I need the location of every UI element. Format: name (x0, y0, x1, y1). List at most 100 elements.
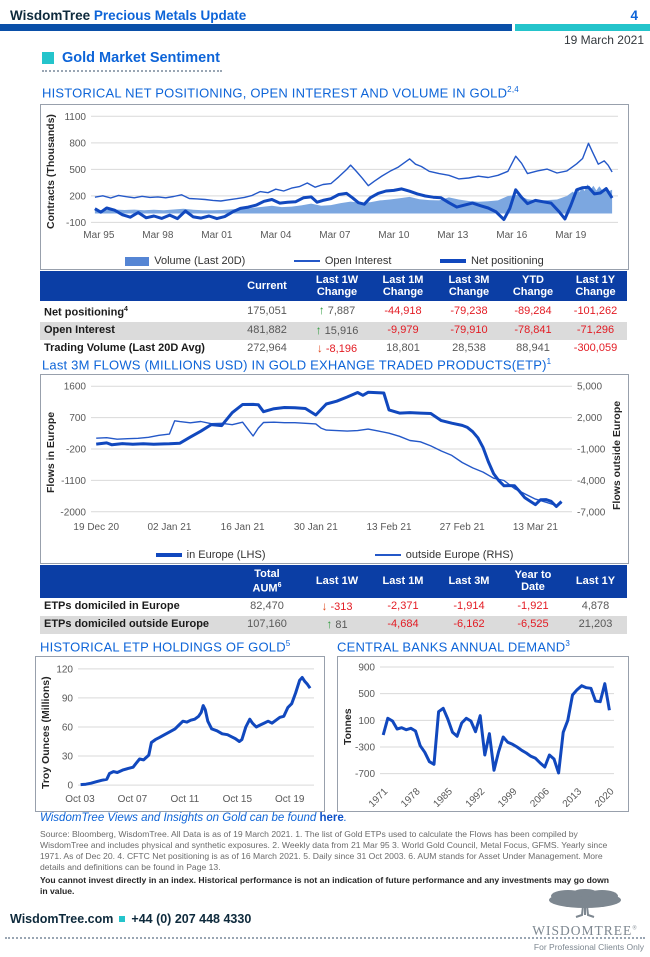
y-tick-label: 1100 (64, 112, 86, 123)
x-tick-label: 19 Dec 20 (73, 522, 119, 533)
x-tick-label: 30 Jan 21 (294, 522, 338, 533)
x-tick-label: 27 Feb 21 (440, 522, 485, 533)
y-tick-label: 200 (69, 191, 86, 202)
legend-label: in Europe (LHS) (186, 549, 266, 561)
legend-item: outside Europe (RHS) (374, 549, 513, 561)
chart1-legend: Volume (Last 20D) Open Interest Net positi… (41, 255, 628, 267)
table-cell: 4,878 (581, 600, 610, 613)
logo-wordmark: WISDOMTREE® (532, 923, 638, 938)
x-tick-label: 02 Jan 21 (147, 522, 191, 533)
section-title: Gold Market Sentiment (62, 50, 220, 66)
series-line (96, 390, 563, 508)
table-cell: -6,162 (453, 618, 485, 631)
table-cell: -44,918 (384, 304, 422, 317)
table-cell: -9,979 (387, 324, 419, 337)
aum-table-wrap: Total AUM6 Last 1W Last 1M Last 3M Year to Dat… (40, 565, 627, 634)
x-tick-label: Mar 19 (555, 230, 587, 241)
legend-item: Open Interest (293, 255, 391, 267)
table-row: ETPs domiciled in Europe 82,470 ↓ -313 -2,37… (40, 598, 627, 616)
chart3-title: HISTORICAL ETP HOLDINGS OF GOLD5 (40, 639, 291, 655)
table-cell: ↑ 15,916 (315, 322, 359, 337)
header-divider-bar (0, 24, 650, 31)
column-header: Last 3M (436, 565, 502, 598)
table-cell: -101,262 (573, 304, 618, 317)
table-cell: ↓ -8,196 (316, 340, 358, 355)
table-cell: 82,470 (250, 600, 284, 613)
legend-item: in Europe (LHS) (155, 549, 266, 561)
x-tick-label: Mar 01 (201, 230, 233, 241)
disclaimer-note: You cannot invest directly in an index. … (40, 875, 610, 896)
x-tick-label: 2013 (561, 786, 585, 807)
series-line (96, 420, 562, 507)
series-line (80, 676, 312, 787)
source-note: Source: Bloomberg, WisdomTree. All Data … (40, 829, 608, 872)
clients-note: For Professional Clients Only (533, 942, 644, 952)
x-tick-label: Mar 07 (319, 230, 351, 241)
page-number: 4 (630, 8, 638, 23)
positioning-table: Current Last 1W Change Last 1M Change Last 3M… (40, 271, 627, 358)
table-cell: -1,914 (453, 600, 485, 613)
footer-divider (5, 937, 645, 939)
table-cell: -6,525 (517, 618, 549, 631)
section-bullet-icon (42, 52, 54, 64)
x-tick-label: 16 Jan 21 (221, 522, 265, 533)
contact-line: WisdomTree.com +44 (0) 207 448 4330 (10, 912, 251, 926)
y-tick-label: 30 (62, 752, 74, 763)
table-cell: ↑ 81 (326, 616, 348, 631)
y-tick-label: 500 (358, 689, 375, 700)
y-tick-label: -200 (66, 445, 86, 456)
table-row: ETPs domiciled outside Europe 107,160 ↑ 81 -… (40, 615, 627, 634)
x-tick-label: 1971 (367, 786, 391, 807)
table-row: Net positioning4 175,051 ↑ 7,887 -44,918 -79,… (40, 301, 627, 322)
x-tick-label: 13 Feb 21 (366, 522, 411, 533)
column-header: Total AUM6 (230, 565, 304, 598)
net-positioning-chart-box: Contracts (Thousands) 1100 800 500 200 -100 M… (40, 104, 629, 270)
table-cell: -89,284 (514, 304, 552, 317)
y-tick-label-right: 2,000 (577, 413, 602, 424)
table-cell: 272,964 (247, 342, 287, 355)
up-arrow-icon: ↑ (326, 616, 333, 631)
y-tick-label-right: -1,000 (577, 445, 606, 456)
y-tick-label: -300 (355, 743, 375, 754)
table-cell: ↑ 7,887 (318, 303, 356, 318)
column-header (40, 271, 230, 301)
column-header: Last 1Y Change (564, 271, 627, 301)
column-header: Last 1M Change (370, 271, 436, 301)
table-cell: -1,921 (517, 600, 549, 613)
table-row: Trading Volume (Last 20D Avg) 272,964 ↓ -8,… (40, 340, 627, 358)
table-cell: -78,841 (514, 324, 552, 337)
x-tick-label: Mar 13 (437, 230, 469, 241)
x-tick-label: 1992 (464, 786, 488, 807)
etp-flows-chart: 1600 700 -200 -1100 -2000 5,000 2,000 -1,000 -4,… (60, 382, 606, 533)
chart2-title: Last 3M FLOWS (MILLIONS USD) IN GOLD EXH… (42, 357, 552, 373)
column-header: Current (230, 271, 304, 301)
row-label: Open Interest (44, 324, 115, 337)
teal-bullet-icon (119, 916, 126, 922)
central-banks-chart: 900 500 100 -300 -700 1971 1978 1985 1992 1999 200… (355, 663, 617, 810)
x-tick-label: Mar 98 (142, 230, 174, 241)
table-cell: -71,296 (576, 324, 615, 337)
positioning-table-wrap: Current Last 1W Change Last 1M Change Last 3M… (40, 271, 627, 358)
y-tick-label: 60 (62, 722, 74, 733)
chart2-left-axis-label: Flows in Europe (45, 411, 57, 493)
y-tick-label: 700 (69, 413, 86, 424)
table-cell: 28,538 (452, 342, 486, 355)
table-cell: -79,238 (450, 304, 488, 317)
table-header-row: Current Last 1W Change Last 1M Change Last 3M… (40, 271, 627, 301)
x-tick-label: Oct 07 (118, 794, 148, 805)
table-cell: -2,371 (387, 600, 419, 613)
column-header: Year to Date (502, 565, 564, 598)
x-tick-label: 13 Mar 21 (513, 522, 558, 533)
y-tick-label: -700 (355, 769, 375, 780)
table-cell: 18,801 (386, 342, 420, 355)
x-tick-label: Oct 11 (170, 794, 199, 805)
here-link[interactable]: here (319, 812, 344, 824)
website-link[interactable]: WisdomTree.com (10, 912, 114, 926)
series-line (94, 142, 613, 202)
chart2-right-axis-label: Flows outside Europe (611, 400, 623, 510)
y-tick-label: 90 (62, 693, 74, 704)
y-tick-label-right: 5,000 (577, 382, 602, 393)
x-tick-label: 1978 (399, 786, 423, 807)
